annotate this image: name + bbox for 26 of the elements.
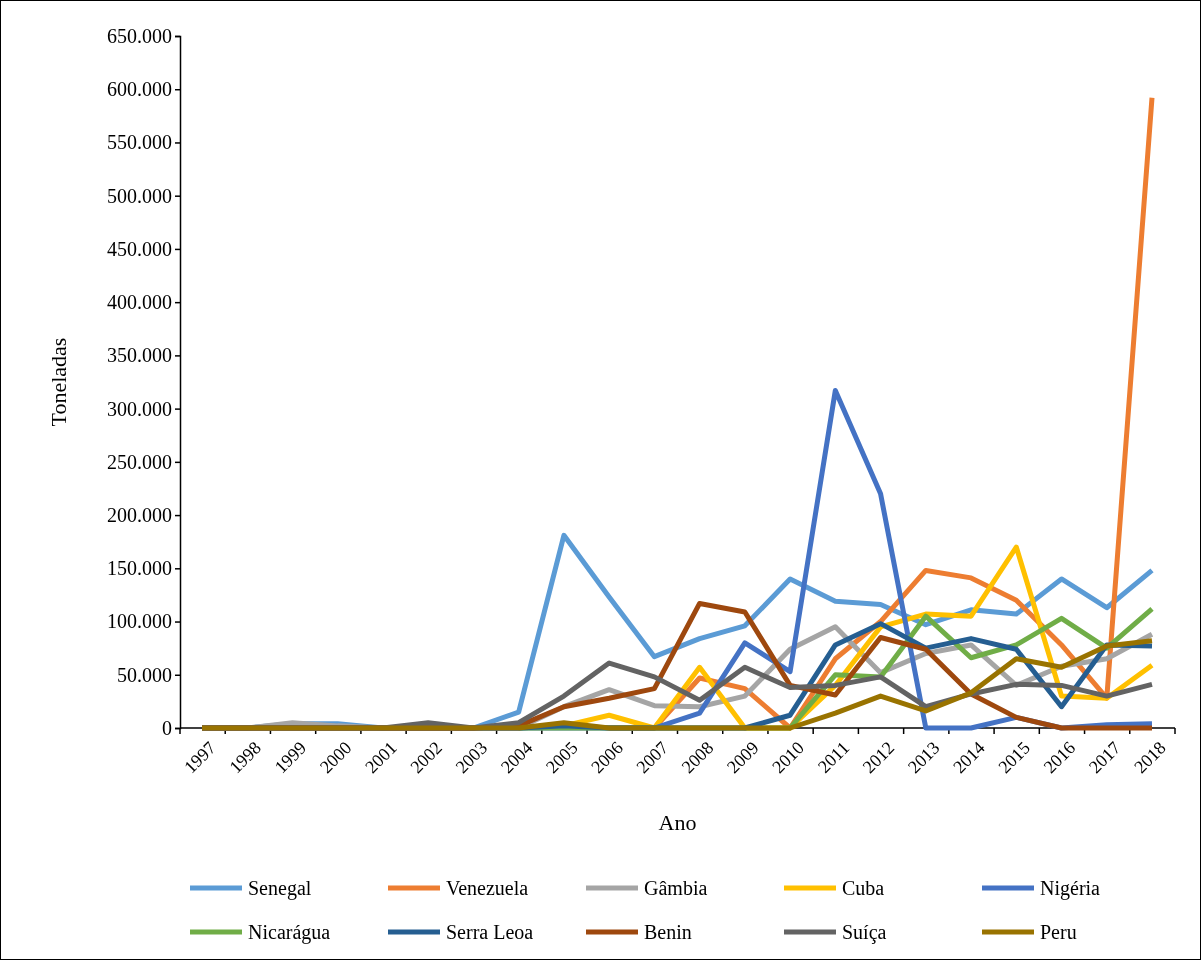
y-tick-label: 300.000 (107, 397, 172, 420)
y-tick-label: 100.000 (107, 610, 172, 633)
y-tick-label: 600.000 (107, 78, 172, 101)
y-tick-label: 650.000 (107, 24, 172, 47)
legend-label: Nigéria (1040, 877, 1101, 900)
y-tick-label: 350.000 (107, 344, 172, 367)
legend-label: Cuba (842, 877, 885, 899)
legend-label: Nicarágua (248, 921, 331, 944)
y-tick-label: 400.000 (107, 291, 172, 314)
y-tick-label: 500.000 (107, 184, 172, 207)
legend-label: Peru (1040, 921, 1077, 943)
legend-label: Senegal (248, 877, 312, 900)
legend-label: Gâmbia (644, 877, 708, 899)
legend-label: Suíça (842, 921, 887, 944)
y-tick-label: 150.000 (107, 557, 172, 580)
legend-label: Venezuela (446, 877, 529, 899)
y-tick-label: 250.000 (107, 450, 172, 473)
legend-label: Benin (644, 921, 692, 943)
legend-label: Serra Leoa (446, 921, 534, 943)
y-tick-label: 450.000 (107, 237, 172, 260)
y-tick-label: 200.000 (107, 503, 172, 526)
y-tick-label: 550.000 (107, 131, 172, 154)
y-tick-label: 0 (162, 716, 172, 739)
y-axis-title: Toneladas (46, 337, 71, 427)
x-axis-title: Ano (658, 810, 697, 835)
y-tick-label: 50.000 (117, 663, 172, 686)
